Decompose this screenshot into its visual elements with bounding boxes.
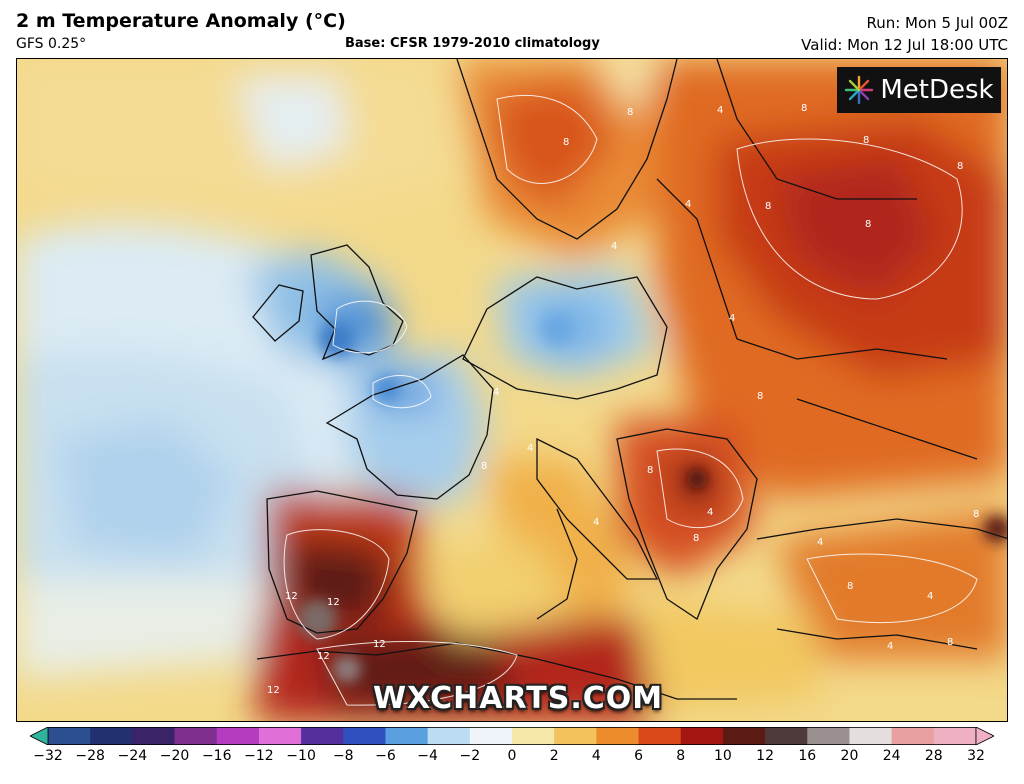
contour-label: 4 (493, 387, 499, 398)
contour-label: 8 (693, 533, 699, 544)
colorbar-cell (638, 727, 682, 745)
colorbar-cell (258, 727, 302, 745)
colorbar-cell (385, 727, 429, 745)
colorbar-tick-label: 32 (967, 748, 985, 764)
colorbar-cell (512, 727, 555, 745)
colorbar-cell (596, 727, 640, 745)
colorbar-tick-label: −20 (159, 748, 190, 764)
contour-label: 12 (267, 685, 280, 696)
contour-label: 4 (717, 105, 723, 116)
anomaly-map: 4 8 8 8 4 8 4 8 8 4 8 4 8 4 8 4 8 12 12 … (16, 58, 1008, 722)
colorbar-cell (90, 727, 133, 745)
watermark: WXCHARTS.COM (373, 681, 664, 716)
colorbar-cell (933, 727, 977, 745)
colorbar-tick-label: 4 (591, 748, 601, 764)
contour-label: 4 (817, 537, 823, 548)
contour-label: 4 (685, 199, 691, 210)
colorbar-tick-label: −24 (117, 748, 148, 764)
colorbar-tick-labels: −32 −28 −24 −20 −16 −12 −10 −8 −6 −4 −2 0 2 4 6 8 10 12 16… (0, 748, 1024, 772)
colorbar-tick-label: 0 (507, 748, 517, 764)
contour-labels: 4 8 8 8 4 8 4 8 8 4 8 4 8 4 8 4 8 12 12 … (267, 103, 979, 696)
colorbar-tick-label: 10 (713, 748, 732, 764)
colorbar (30, 727, 994, 745)
starburst-icon (845, 75, 874, 105)
model-label: GFS 0.25° (16, 36, 87, 52)
contour-label: 12 (285, 591, 298, 602)
colorbar-cell (765, 727, 808, 745)
contour-label: 8 (801, 103, 807, 114)
colorbar-cell (891, 727, 935, 745)
colorbar-max-arrow (975, 727, 994, 745)
colorbar-tick-label: 20 (840, 748, 859, 764)
colorbar-tick-label: −4 (417, 748, 438, 764)
valid-time-label: Valid: Mon 12 Jul 18:00 UTC (801, 36, 1008, 54)
colorbar-tick-label: −12 (244, 748, 274, 764)
colorbar-tick-label: −8 (332, 748, 354, 764)
colorbar-tick-label: −6 (375, 748, 396, 764)
contour-label: 8 (947, 637, 953, 648)
colorbar-tick-label: −16 (201, 748, 232, 764)
contour-label: 4 (887, 641, 893, 652)
contour-label: 4 (527, 443, 533, 454)
contour-label: 8 (765, 201, 771, 212)
colorbar-min-arrow (30, 727, 49, 745)
contour-label: 4 (707, 507, 713, 518)
run-time-label: Run: Mon 5 Jul 00Z (866, 14, 1008, 32)
colorbar-tick-label: 12 (756, 748, 774, 764)
colorbar-cell (554, 727, 597, 745)
contour-label: 4 (593, 517, 599, 528)
contour-label: 8 (563, 137, 569, 148)
contour-label: 8 (481, 461, 487, 472)
contour-label: 4 (611, 241, 617, 252)
colorbar-cell (48, 727, 91, 745)
coastlines (252, 59, 1007, 700)
anomaly-contours (283, 94, 978, 706)
colorbar-cell (343, 727, 386, 745)
colorbar-cell (174, 727, 218, 745)
colorbar-cell (807, 727, 850, 745)
contour-label: 8 (757, 391, 763, 402)
contour-label: 8 (973, 509, 979, 520)
contour-label: 8 (627, 107, 633, 118)
colorbar-cell (680, 727, 724, 745)
colorbar-tick-label: −28 (75, 748, 105, 764)
base-climatology-label: Base: CFSR 1979-2010 climatology (345, 36, 600, 51)
colorbar-tick-label: 24 (882, 748, 901, 764)
colorbar-cell (849, 727, 893, 745)
contour-label: 12 (327, 597, 340, 608)
colorbar-tick-label: 8 (676, 748, 686, 764)
chart-title: 2 m Temperature Anomaly (°C) (16, 10, 346, 32)
contour-label: 4 (927, 591, 933, 602)
contour-label: 8 (957, 161, 963, 172)
colorbar-cell (216, 727, 260, 745)
colorbar-tick-label: −10 (286, 748, 316, 764)
colorbar-tick-label: 6 (634, 748, 643, 764)
field-shading (17, 59, 1007, 721)
colorbar-cell (132, 727, 176, 745)
colorbar-cell (722, 727, 766, 745)
contour-label: 4 (729, 313, 735, 324)
colorbar-tick-label: 2 (549, 748, 559, 764)
colorbar-tick-label: 16 (798, 748, 817, 764)
contour-label: 8 (863, 135, 869, 146)
contour-label: 12 (373, 639, 386, 650)
contour-label: 8 (647, 465, 653, 476)
colorbar-tick-label: −2 (459, 748, 481, 764)
metdesk-logo: MetDesk (837, 67, 1001, 113)
logo-text: MetDesk (880, 75, 994, 105)
colorbar-tick-label: −32 (33, 748, 63, 764)
contour-label: 12 (317, 651, 330, 662)
colorbar-tick-label: 28 (924, 748, 943, 764)
colorbar-cell (427, 727, 471, 745)
map-canvas: 4 8 8 8 4 8 4 8 8 4 8 4 8 4 8 4 8 12 12 … (17, 59, 1007, 721)
contour-label: 8 (847, 581, 853, 592)
colorbar-cell (469, 727, 513, 745)
colorbar-cell (301, 727, 344, 745)
contour-label: 8 (865, 219, 871, 230)
